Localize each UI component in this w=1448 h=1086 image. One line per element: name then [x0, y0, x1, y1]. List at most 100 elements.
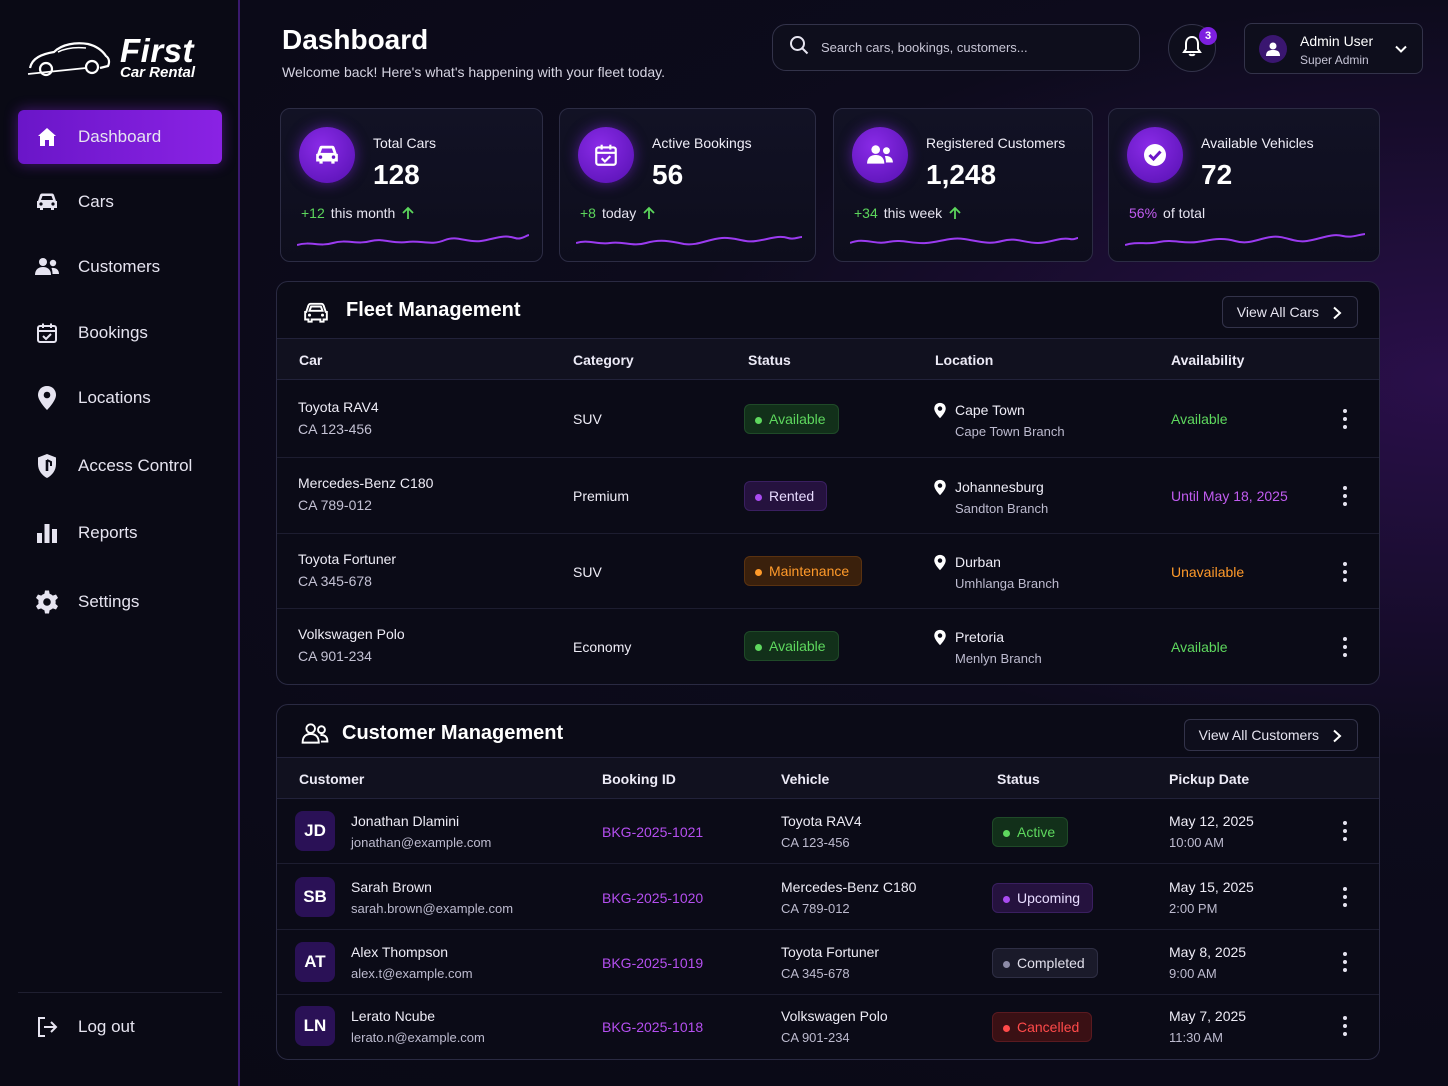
stat-card-active-bookings[interactable]: Active Bookings 56 +8 today	[559, 108, 816, 262]
stat-label: Active Bookings	[652, 135, 752, 151]
stat-label: Total Cars	[373, 135, 437, 151]
booking-id-link[interactable]: BKG-2025-1020	[602, 890, 704, 906]
view-all-cars-button[interactable]: View All Cars	[1221, 296, 1358, 328]
car-name: Mercedes-Benz C180	[298, 475, 434, 491]
pickup-date: May 15, 2025	[1169, 879, 1254, 895]
table-row[interactable]: Toyota RAV4 CA 123-456 SUV Available Cape…	[277, 380, 1379, 458]
customer-name: Lerato Ncube	[351, 1008, 436, 1024]
logout-label: Log out	[78, 1017, 135, 1036]
table-header: Customer Booking ID Vehicle Status Picku…	[277, 757, 1379, 799]
user-avatar	[1259, 34, 1287, 63]
logout-button[interactable]: Log out	[18, 1000, 222, 1054]
shield-icon	[34, 453, 60, 479]
sidebar-item-settings[interactable]: Settings	[18, 575, 222, 629]
stat-card-total-cars[interactable]: Total Cars 128 +12 this month	[280, 108, 543, 262]
sidebar-item-reports[interactable]: Reports	[18, 506, 222, 560]
table-row[interactable]: AT Alex Thompson alex.t@example.com BKG-2…	[277, 930, 1379, 995]
category-cell: SUV	[573, 564, 602, 580]
sidebar-item-dashboard[interactable]: Dashboard	[18, 110, 222, 164]
status-badge: Completed	[992, 948, 1098, 978]
car-cell: Mercedes-Benz C180 CA 789-012	[298, 475, 433, 513]
button-label: View All Cars	[1236, 304, 1319, 320]
sidebar-item-locations[interactable]: Locations	[18, 371, 222, 425]
user-menu[interactable]: Admin User Super Admin	[1244, 23, 1423, 74]
location-city: Cape Town	[955, 402, 1025, 418]
search-input[interactable]	[821, 40, 1121, 55]
sidebar-item-customers[interactable]: Customers	[18, 240, 222, 294]
bar-chart-icon	[34, 520, 60, 546]
car-name: Toyota Fortuner	[298, 551, 397, 567]
panel-title: Fleet Management	[346, 299, 521, 321]
sidebar-item-cars[interactable]: Cars	[18, 175, 222, 229]
customer-email: lerato.n@example.com	[351, 1030, 485, 1045]
table-header: Car Category Status Location Availabilit…	[277, 338, 1379, 380]
car-icon	[299, 127, 355, 183]
sidebar-item-bookings[interactable]: Bookings	[18, 306, 222, 360]
stat-label: Registered Customers	[926, 135, 1066, 151]
vehicle-cell: Toyota RAV4 CA 123-456	[781, 813, 862, 850]
stat-delta: +34 this week	[854, 205, 962, 221]
pickup-date: May 8, 2025	[1169, 944, 1247, 960]
row-actions-menu-icon[interactable]	[1337, 562, 1353, 582]
pickup-date: May 7, 2025	[1169, 1008, 1247, 1024]
customer-name: Jonathan Dlamini	[351, 813, 460, 829]
notifications-button[interactable]: 3	[1168, 24, 1217, 72]
row-actions-menu-icon[interactable]	[1337, 486, 1353, 506]
sidebar-item-label: Dashboard	[78, 127, 162, 146]
availability-cell: Until May 18, 2025	[1171, 488, 1288, 504]
sidebar-item-access-control[interactable]: Access Control	[18, 439, 222, 493]
table-row[interactable]: Toyota Fortuner CA 345-678 SUV Maintenanc…	[277, 534, 1379, 609]
stat-card-available-vehicles[interactable]: Available Vehicles 72 56% of total	[1108, 108, 1380, 262]
location-cell: Johannesburg Sandton Branch	[933, 479, 1048, 516]
stat-value: 1,248	[926, 159, 997, 190]
row-actions-menu-icon[interactable]	[1337, 409, 1353, 429]
table-row[interactable]: LN Lerato Ncube lerato.n@example.com BKG-…	[277, 995, 1379, 1059]
row-actions-menu-icon[interactable]	[1337, 821, 1353, 841]
row-actions-menu-icon[interactable]	[1337, 952, 1353, 972]
customer-cell: Lerato Ncube lerato.n@example.com	[351, 1008, 485, 1045]
logout-icon	[34, 1014, 60, 1040]
availability-cell: Available	[1171, 639, 1228, 655]
brand-logo[interactable]: First Car Rental	[26, 30, 226, 86]
location-city: Johannesburg	[955, 479, 1044, 495]
sidebar-item-label: Reports	[78, 523, 138, 542]
sidebar-item-label: Settings	[78, 592, 140, 611]
sidebar-item-label: Cars	[78, 192, 114, 211]
sidebar-item-label: Locations	[78, 388, 151, 407]
row-actions-menu-icon[interactable]	[1337, 637, 1353, 657]
booking-id-link[interactable]: BKG-2025-1019	[602, 955, 704, 971]
customer-cell: Alex Thompson alex.t@example.com	[351, 944, 473, 981]
arrow-up-icon	[949, 206, 961, 219]
table-row[interactable]: Volkswagen Polo CA 901-234 Economy Availa…	[277, 609, 1379, 684]
column-header: Status	[748, 352, 791, 368]
row-actions-menu-icon[interactable]	[1337, 1016, 1353, 1036]
stat-card-registered-customers[interactable]: Registered Customers 1,248 +34 this week	[833, 108, 1093, 262]
category-cell: Premium	[573, 488, 630, 504]
customer-cell: Sarah Brown sarah.brown@example.com	[351, 879, 513, 916]
view-all-customers-button[interactable]: View All Customers	[1183, 719, 1358, 751]
search-icon	[789, 35, 809, 60]
column-header: Location	[935, 352, 994, 368]
car-name: Toyota RAV4	[298, 399, 379, 415]
booking-id-link[interactable]: BKG-2025-1018	[602, 1019, 704, 1035]
users-icon	[852, 127, 908, 183]
vehicle-name: Mercedes-Benz C180	[781, 879, 917, 895]
page-subtitle: Welcome back! Here's what's happening wi…	[282, 64, 666, 80]
search-bar[interactable]	[772, 24, 1140, 71]
column-header: Status	[997, 771, 1040, 787]
table-row[interactable]: JD Jonathan Dlamini jonathan@example.com …	[277, 799, 1379, 864]
status-badge: Upcoming	[992, 883, 1094, 913]
booking-id-link[interactable]: BKG-2025-1021	[602, 824, 704, 840]
pickup-cell: May 8, 2025 9:00 AM	[1169, 944, 1246, 981]
chevron-right-icon	[1333, 729, 1342, 743]
pickup-time: 2:00 PM	[1169, 901, 1218, 916]
pickup-cell: May 15, 2025 2:00 PM	[1169, 879, 1254, 916]
stat-delta-text: this month	[330, 205, 396, 221]
car-icon	[34, 189, 60, 215]
column-header: Pickup Date	[1169, 771, 1250, 787]
pin-icon	[934, 402, 946, 419]
table-row[interactable]: Mercedes-Benz C180 CA 789-012 Premium Ren…	[277, 458, 1379, 534]
customer-cell: Jonathan Dlamini jonathan@example.com	[351, 813, 491, 850]
row-actions-menu-icon[interactable]	[1337, 887, 1353, 907]
table-row[interactable]: SB Sarah Brown sarah.brown@example.com BK…	[277, 864, 1379, 930]
